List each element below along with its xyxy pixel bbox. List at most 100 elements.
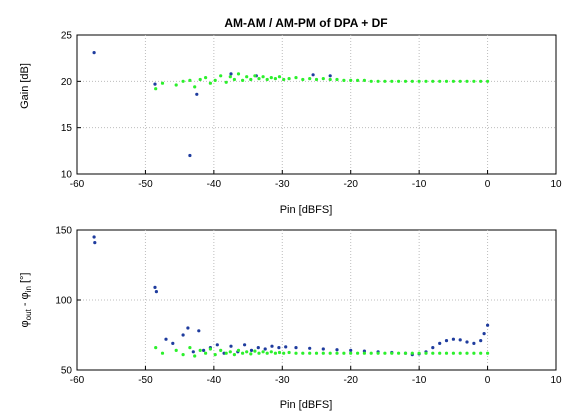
data-point-green <box>465 79 469 83</box>
data-point-blue <box>195 92 199 96</box>
data-point-green <box>249 77 253 82</box>
x-tick-label: -60 <box>70 375 85 386</box>
x-tick-label: -10 <box>412 375 427 386</box>
data-point-green <box>224 351 228 355</box>
phase-y-label-sub-out: out <box>24 308 33 320</box>
data-point-green <box>193 354 197 358</box>
data-point-blue <box>438 341 442 345</box>
data-point-blue <box>482 332 486 336</box>
data-point-green <box>245 75 249 79</box>
x-tick-label: 10 <box>550 375 562 386</box>
data-point-green <box>444 351 449 355</box>
data-point-green <box>472 351 476 355</box>
data-point-blue <box>479 339 483 343</box>
data-point-green <box>154 346 158 350</box>
data-point-green <box>486 351 490 355</box>
data-point-blue <box>229 344 233 348</box>
y-tick-label: 150 <box>55 226 72 237</box>
data-point-green <box>417 79 421 83</box>
data-point-green <box>362 78 366 82</box>
phase-plot: -60 -50 -40 -30 -20 -10 0 10 50 100 150 <box>55 226 562 387</box>
data-point-blue <box>215 343 219 347</box>
data-point-green <box>204 351 208 355</box>
data-point-green <box>273 351 277 355</box>
data-point-green <box>261 350 265 354</box>
data-point-green <box>269 76 273 80</box>
chart-title: AM-AM / AM-PM of DPA + DF <box>224 16 387 30</box>
data-point-green <box>458 79 462 83</box>
data-point-blue <box>197 329 201 333</box>
x-tick-label: -50 <box>138 375 153 386</box>
y-tick-label: 100 <box>55 296 72 307</box>
data-point-green <box>465 351 469 355</box>
data-point-blue <box>294 346 298 350</box>
data-point-green <box>232 77 236 82</box>
data-point-green <box>188 78 192 82</box>
data-point-green <box>236 72 241 76</box>
x-tick-label: -50 <box>138 179 153 190</box>
data-point-green <box>294 76 298 80</box>
data-point-green <box>410 79 414 83</box>
data-point-blue <box>458 338 462 342</box>
plot-area <box>76 34 557 175</box>
data-point-green <box>356 78 360 82</box>
data-point-green <box>328 351 332 355</box>
data-point-green <box>301 351 305 355</box>
data-point-green <box>287 77 291 81</box>
data-point-green <box>376 351 380 355</box>
data-point-green <box>328 77 332 82</box>
x-tick-label: -40 <box>207 179 222 190</box>
x-tick-label: 10 <box>550 179 562 190</box>
x-tick-label: -10 <box>412 179 427 190</box>
data-point-green <box>403 351 408 355</box>
phase-y-label-phi-in: φ <box>19 292 31 299</box>
data-point-green <box>308 351 312 355</box>
data-point-blue <box>451 337 455 341</box>
data-point-blue <box>263 347 267 351</box>
data-point-blue <box>472 341 476 345</box>
data-point-green <box>438 79 442 83</box>
data-point-green <box>321 351 325 355</box>
x-tick-label: -40 <box>207 375 222 386</box>
data-point-blue <box>328 74 332 78</box>
data-point-green <box>208 347 212 351</box>
x-tick-label: -30 <box>275 375 290 386</box>
data-point-green <box>228 350 232 354</box>
data-point-green <box>193 85 197 89</box>
data-point-green <box>232 353 236 357</box>
y-tick-label: 15 <box>61 123 73 134</box>
data-point-green <box>314 351 319 355</box>
data-point-green <box>342 78 346 82</box>
data-point-green <box>486 79 490 83</box>
data-point-green <box>241 78 245 82</box>
data-point-blue <box>431 346 435 350</box>
data-point-green <box>261 75 265 79</box>
data-point-green <box>424 351 428 355</box>
data-point-green <box>174 348 178 352</box>
x-tick-label: -60 <box>70 179 85 190</box>
data-point-blue <box>349 348 353 352</box>
data-point-green <box>208 81 212 85</box>
data-point-green <box>204 76 208 80</box>
data-point-green <box>273 77 277 81</box>
data-point-green <box>314 77 319 82</box>
data-point-blue <box>229 72 233 76</box>
data-point-blue <box>191 350 195 354</box>
data-point-green <box>431 351 435 355</box>
data-point-green <box>181 79 185 83</box>
data-point-green <box>219 348 223 352</box>
x-tick-label: 0 <box>485 179 491 190</box>
data-point-green <box>236 348 241 352</box>
data-point-blue <box>321 347 325 351</box>
data-point-blue <box>243 343 247 347</box>
data-point-green <box>213 78 217 82</box>
data-point-green <box>349 351 353 355</box>
x-tick-label: -30 <box>275 179 290 190</box>
data-point-green <box>451 79 455 83</box>
data-point-green <box>451 351 455 355</box>
data-point-blue <box>93 241 97 245</box>
data-point-green <box>198 348 202 352</box>
data-point-green <box>349 78 353 82</box>
data-point-blue <box>92 51 96 55</box>
data-point-green <box>376 79 380 83</box>
